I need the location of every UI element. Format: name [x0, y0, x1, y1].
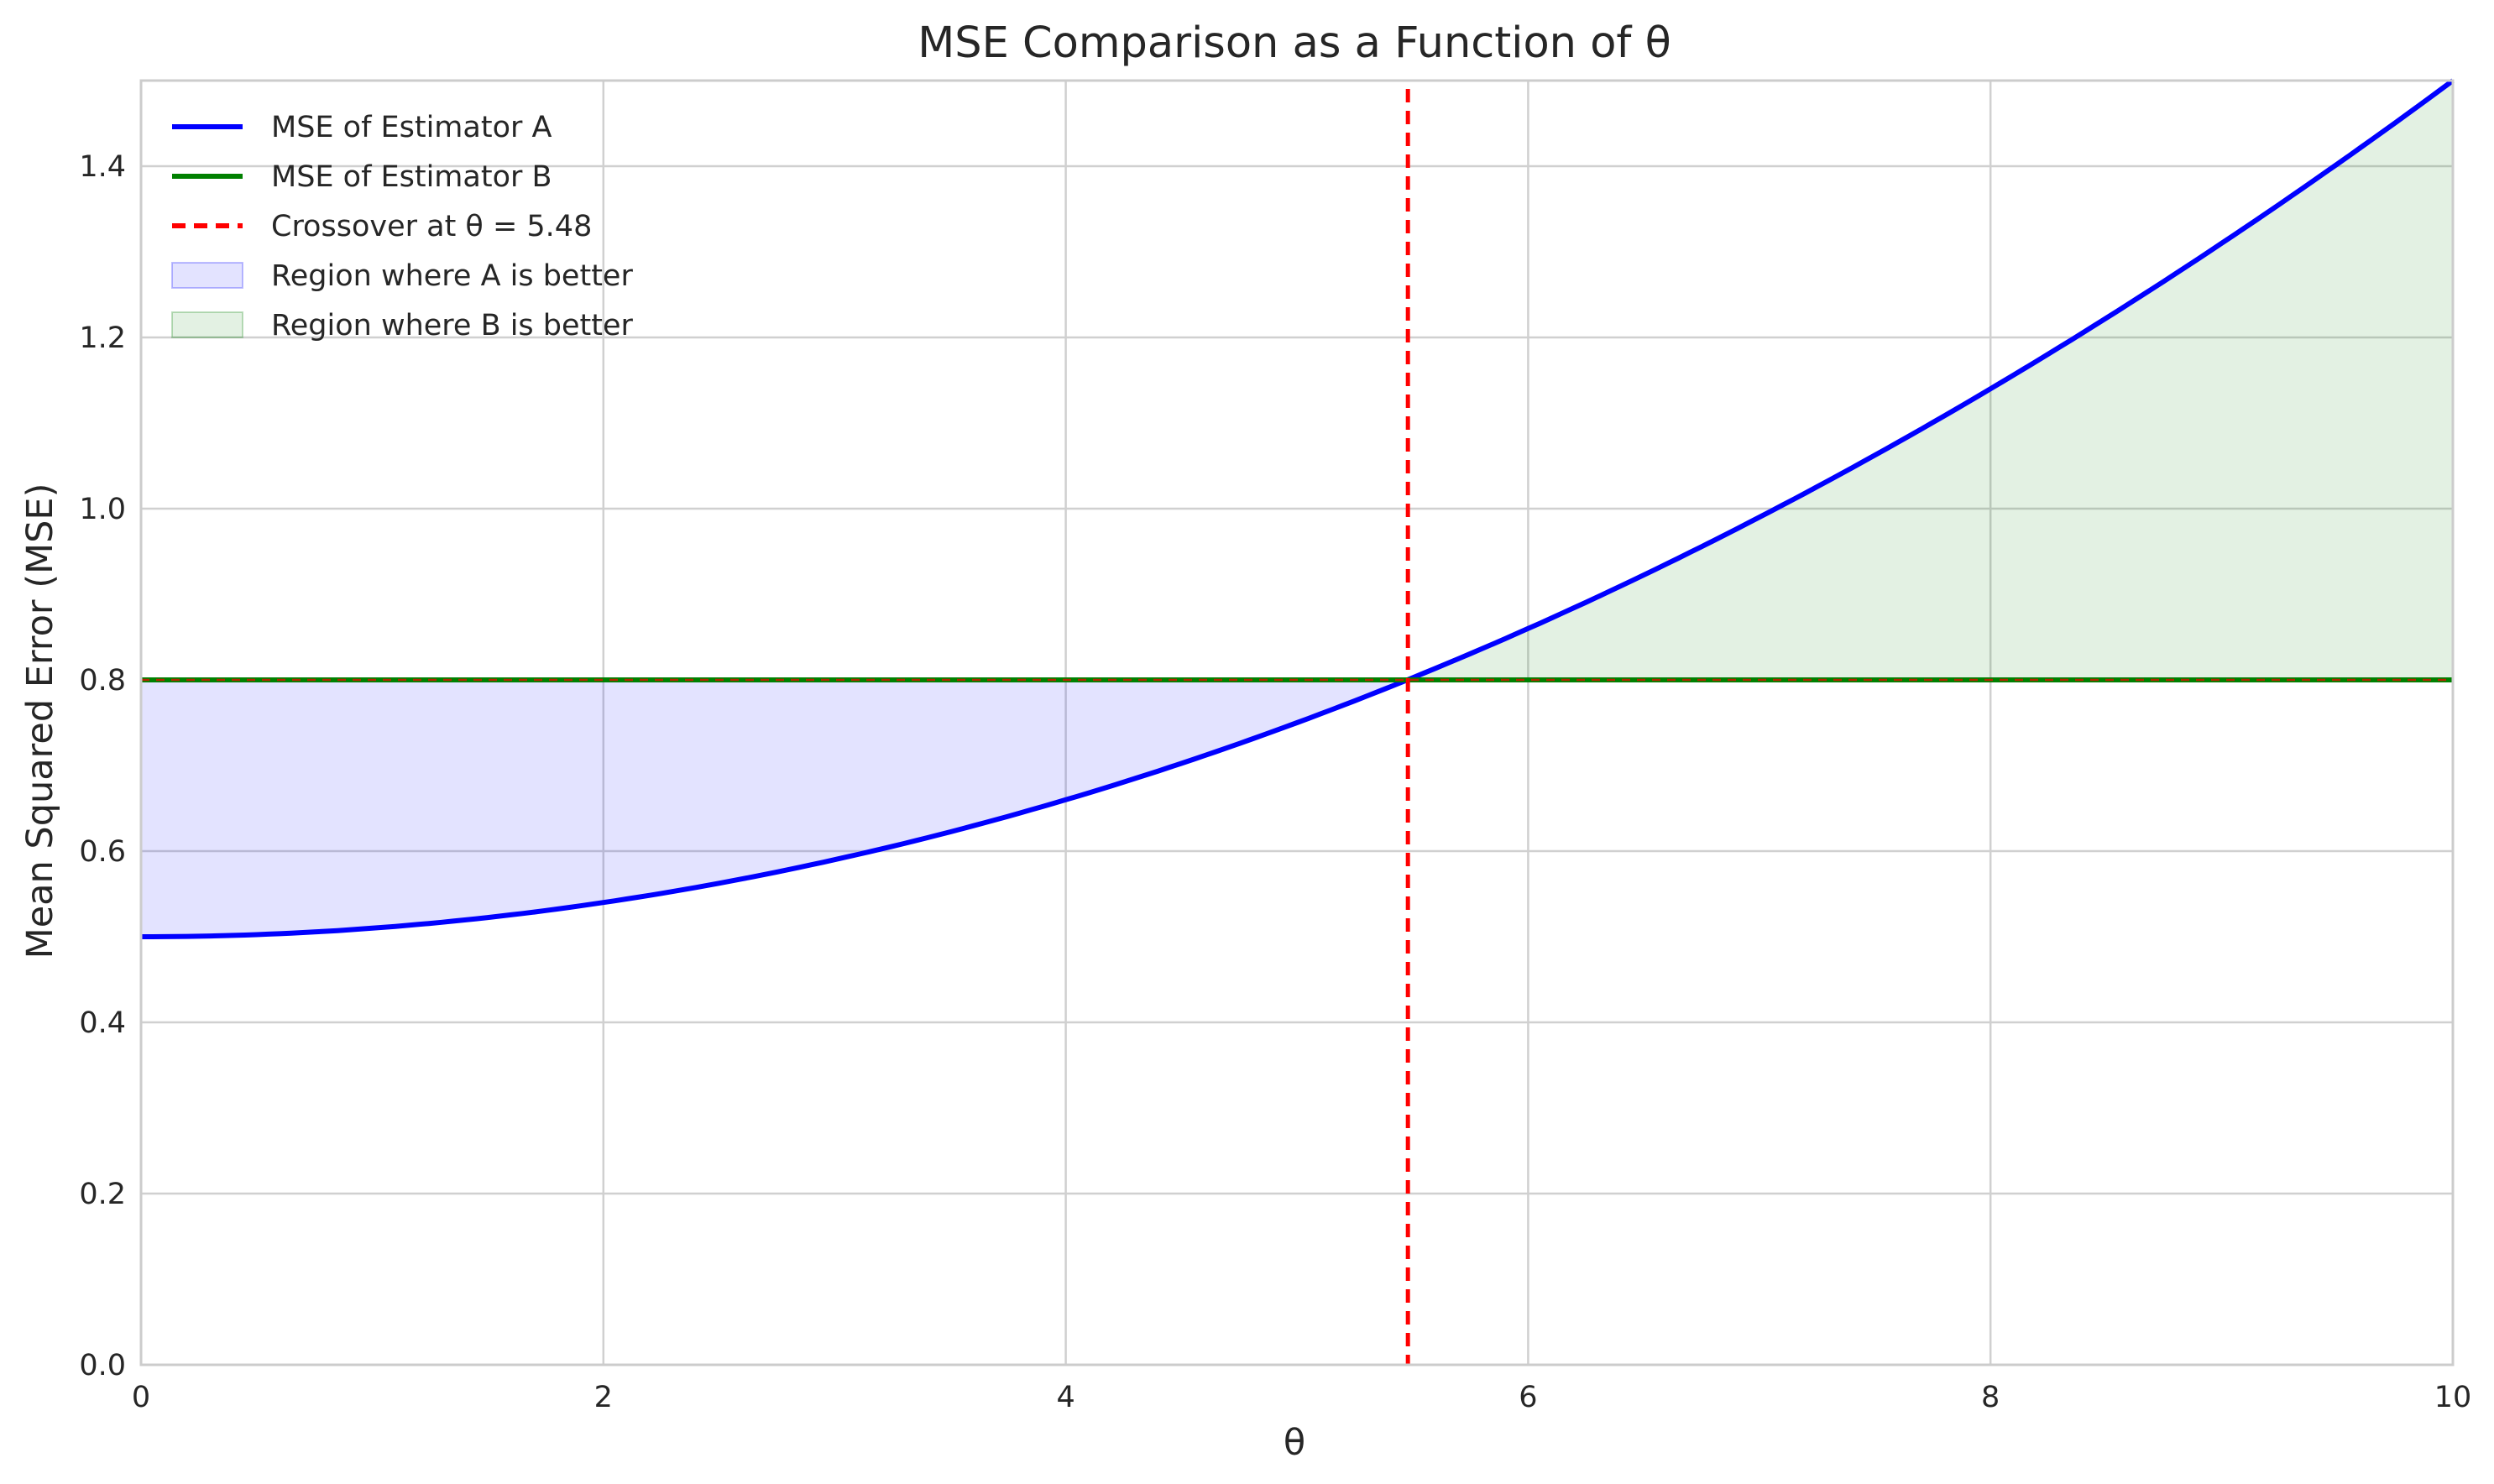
y-tick-labels: 0.0 0.2 0.4 0.6 0.8 1.0 1.2 1.4: [79, 150, 126, 1382]
legend-region-b-swatch: [171, 311, 243, 338]
x-tick-labels: 0 2 4 6 8 10: [132, 1381, 2471, 1414]
legend-crossover-label: Crossover at θ = 5.48: [271, 210, 592, 243]
series-lines: [141, 78, 2455, 1365]
legend-estimator-a: MSE of Estimator A: [172, 111, 552, 144]
y-tick-label: 0.2: [79, 1178, 126, 1211]
legend-region-a: Region where A is better: [171, 259, 633, 293]
y-tick-label: 0.0: [79, 1349, 126, 1382]
y-tick-label: 0.8: [79, 664, 126, 698]
legend-region-a-label: Region where A is better: [271, 259, 633, 293]
region-fills: [141, 81, 2453, 937]
y-axis-title: Mean Squared Error (MSE): [19, 483, 61, 959]
legend: MSE of Estimator A MSE of Estimator B Cros…: [171, 111, 634, 342]
legend-estimator-b: MSE of Estimator B: [172, 160, 552, 194]
chart-title: MSE Comparison as a Function of θ: [918, 18, 1671, 68]
legend-region-b-label: Region where B is better: [271, 309, 634, 342]
legend-estimator-b-label: MSE of Estimator B: [271, 160, 552, 194]
y-tick-label: 1.0: [79, 493, 126, 526]
region-a-better-fill: [141, 679, 1409, 937]
legend-estimator-a-label: MSE of Estimator A: [271, 111, 552, 144]
y-tick-label: 1.4: [79, 150, 126, 184]
legend-crossover: Crossover at θ = 5.48: [172, 210, 592, 243]
x-tick-label: 4: [1056, 1381, 1074, 1414]
x-tick-label: 2: [594, 1381, 613, 1414]
x-tick-label: 0: [132, 1381, 150, 1414]
y-tick-label: 0.6: [79, 835, 126, 869]
legend-region-a-swatch: [171, 262, 243, 289]
x-axis-title: θ: [1284, 1422, 1305, 1464]
legend-region-b: Region where B is better: [171, 309, 634, 342]
x-tick-label: 6: [1519, 1381, 1537, 1414]
series-estimator-a-line: [141, 78, 2455, 939]
y-tick-label: 1.2: [79, 321, 126, 355]
region-b-better-fill: [1408, 81, 2453, 680]
x-tick-label: 10: [2434, 1381, 2472, 1414]
plot-frame: [139, 79, 2455, 1366]
x-tick-label: 8: [1981, 1381, 2000, 1414]
y-tick-label: 0.4: [79, 1006, 126, 1040]
